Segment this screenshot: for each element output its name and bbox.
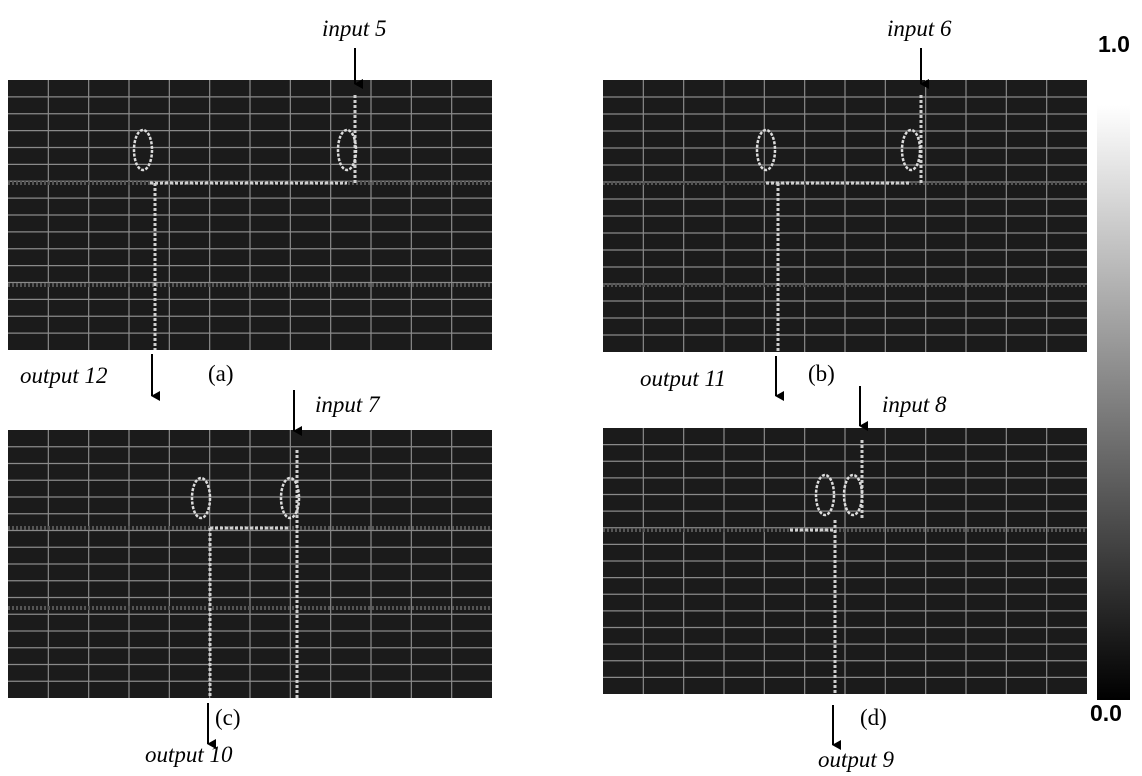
ring-resonator bbox=[336, 128, 358, 172]
ring-resonator bbox=[900, 128, 922, 172]
colorbar bbox=[1097, 105, 1130, 700]
ring-resonator bbox=[814, 473, 836, 517]
panels bbox=[8, 80, 1087, 698]
panel-label: (b) bbox=[808, 361, 835, 386]
input-label: input 8 bbox=[882, 392, 947, 417]
ring-resonator bbox=[842, 473, 864, 517]
panel-label: (d) bbox=[860, 705, 887, 730]
output-label: output 9 bbox=[818, 747, 895, 772]
ring-resonator bbox=[755, 128, 777, 172]
output-label: output 12 bbox=[20, 363, 108, 388]
ring-resonator bbox=[279, 476, 301, 520]
panel-label: (a) bbox=[208, 361, 234, 386]
input-label: input 6 bbox=[887, 16, 952, 41]
output-label: output 10 bbox=[145, 742, 233, 767]
ring-resonator bbox=[190, 476, 212, 520]
panel-label: (c) bbox=[215, 705, 241, 730]
input-label: input 5 bbox=[322, 16, 387, 41]
output-label: output 11 bbox=[640, 366, 726, 391]
ring-resonator bbox=[132, 128, 154, 172]
colorbar-max-label: 1.0 bbox=[1098, 31, 1130, 57]
colorbar-min-label: 0.0 bbox=[1090, 700, 1122, 726]
input-label: input 7 bbox=[315, 392, 381, 417]
